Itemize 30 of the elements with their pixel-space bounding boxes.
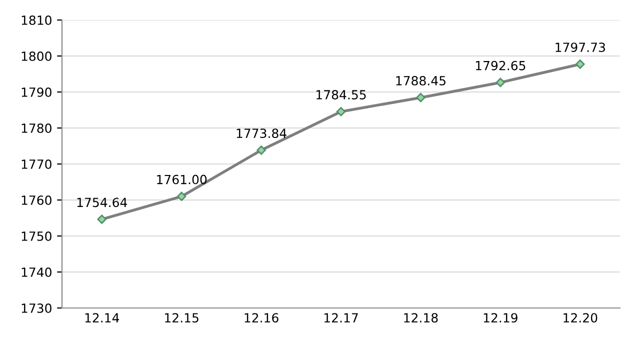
point [576,60,585,69]
point [176,192,186,202]
x-tick-label: 12.14 [85,313,120,322]
point [416,92,426,102]
data-label: 1761.00 [157,174,207,184]
x-tick-label: 12.15 [165,313,198,323]
x-tick-label: 12.18 [404,313,438,323]
y-tick-label: 1790 [22,87,52,97]
y-tick-label: 1810 [22,15,52,25]
x-tick-label: 12.16 [244,313,278,323]
y-tick-label: 1780 [22,123,52,133]
point [336,106,346,116]
point [256,146,266,155]
data-label: 1788.45 [396,76,446,86]
y-tick-label: 1740 [22,267,52,277]
data-label: 1784.55 [316,90,366,100]
data-label: 1754.64 [77,198,127,208]
data-label: 1797.73 [556,42,605,52]
point [97,214,106,224]
y-tick-label: 1770 [22,159,52,169]
x-tick-label: 12.19 [484,313,518,323]
data-label: 1792.65 [476,60,526,70]
data-label: 1773.84 [236,128,286,138]
point [496,78,506,88]
x-tick-label: 12.17 [324,313,358,322]
y-tick-label: 1800 [22,51,52,61]
y-tick-label: 1750 [22,231,52,241]
y-tick-label: 1760 [22,195,52,205]
x-tick-label: 12.20 [564,313,598,323]
y-tick-label: 1730 [22,303,52,313]
